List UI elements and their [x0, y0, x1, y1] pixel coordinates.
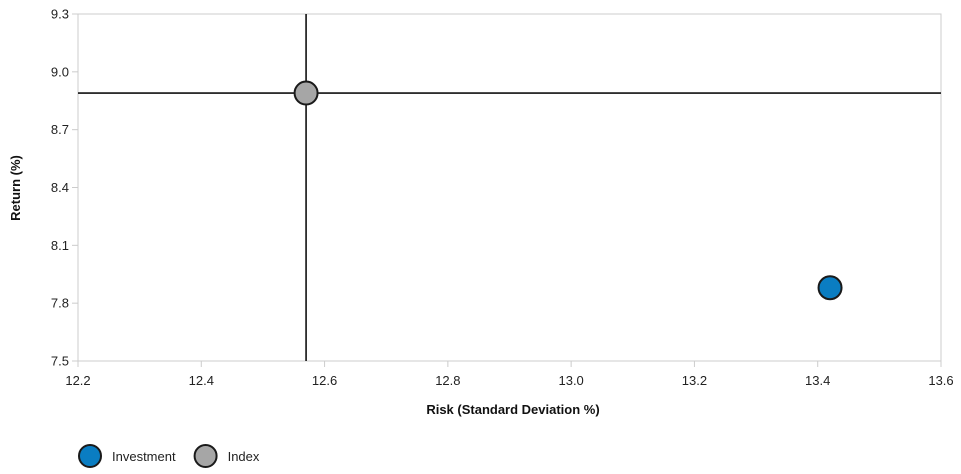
y-tick-label: 8.1: [51, 238, 69, 253]
y-tick-label: 9.3: [51, 7, 69, 22]
x-tick-label: 12.4: [189, 373, 214, 388]
data-points: [293, 80, 843, 301]
plot-frame: [77, 13, 942, 362]
x-tick-label: 13.4: [805, 373, 830, 388]
x-axis-ticks: 12.2 12.4 12.6 12.8 13.0 13.2 13.4 13.6: [65, 361, 954, 388]
legend: Investment Index: [78, 444, 260, 468]
x-tick-label: 12.2: [65, 373, 90, 388]
data-point-investment[interactable]: [817, 275, 843, 301]
x-tick-label: 12.6: [312, 373, 337, 388]
y-tick-label: 8.4: [51, 180, 69, 195]
y-axis-title: Return (%): [8, 155, 23, 221]
legend-marker-index: [193, 444, 218, 468]
y-tick-label: 7.5: [51, 354, 69, 369]
y-tick-label: 9.0: [51, 64, 69, 79]
y-tick-label: 8.7: [51, 122, 69, 137]
x-tick-label: 12.8: [435, 373, 460, 388]
legend-label-index: Index: [228, 449, 260, 464]
x-tick-label: 13.6: [928, 373, 953, 388]
data-point-index[interactable]: [293, 80, 319, 106]
x-axis-title: Risk (Standard Deviation %): [426, 402, 599, 417]
x-tick-label: 13.2: [682, 373, 707, 388]
legend-label-investment: Investment: [112, 449, 176, 464]
y-tick-label: 7.8: [51, 296, 69, 311]
reference-lines: [78, 14, 941, 361]
legend-marker-investment: [78, 444, 102, 468]
x-tick-label: 13.0: [558, 373, 583, 388]
plot-area: [77, 13, 942, 362]
y-axis-ticks: 7.5 7.8 8.1 8.4 8.7 9.0 9.3: [51, 7, 78, 369]
